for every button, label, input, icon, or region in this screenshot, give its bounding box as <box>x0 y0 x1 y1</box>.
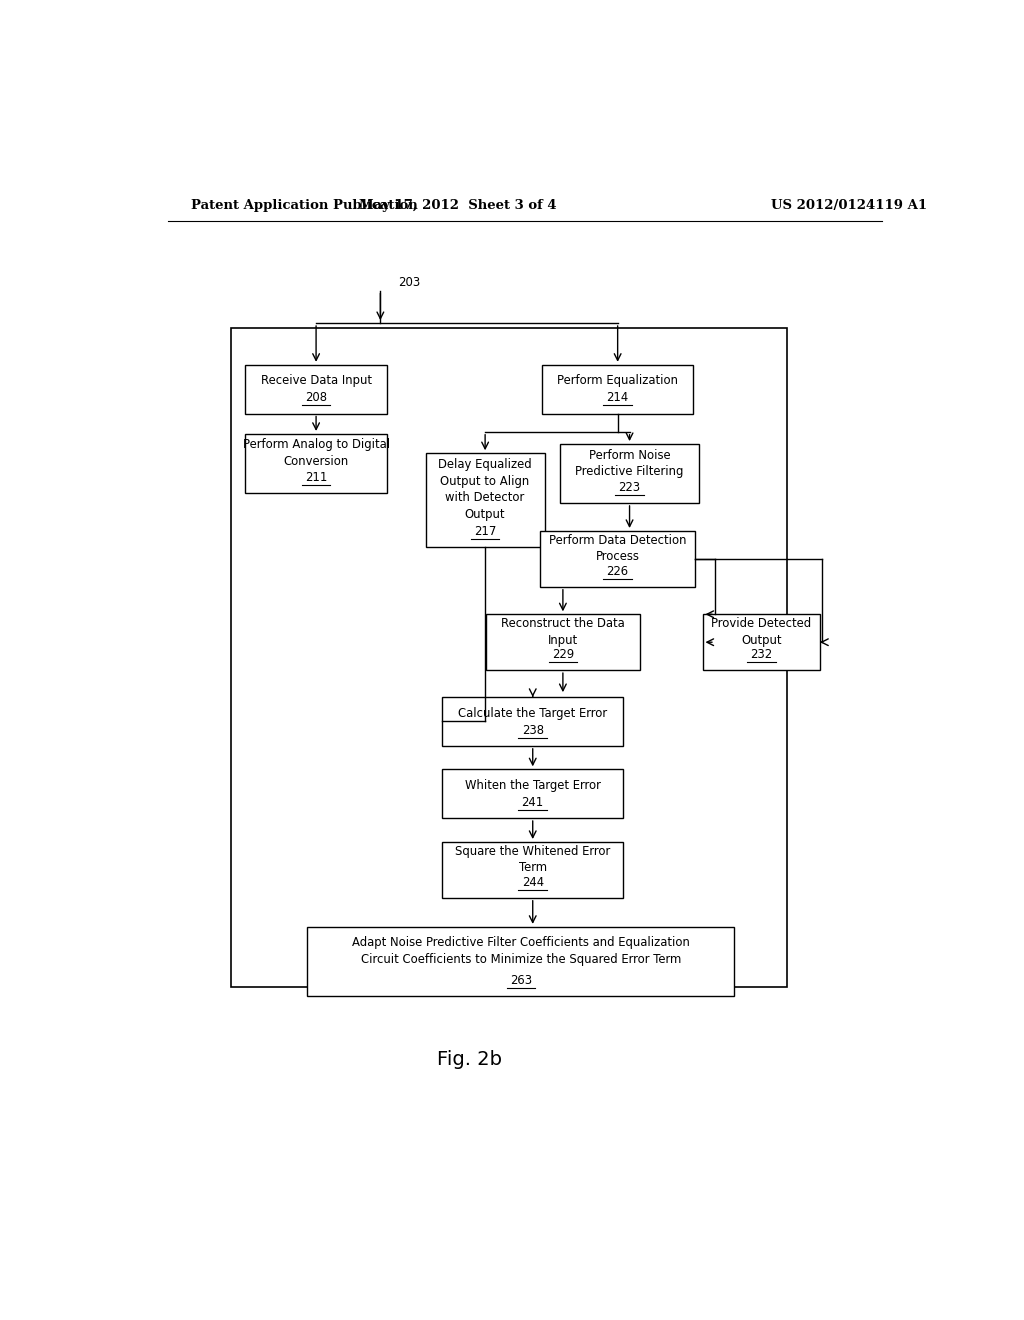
Bar <box>702 614 820 671</box>
Text: Delay Equalized
Output to Align
with Detector
Output: Delay Equalized Output to Align with Det… <box>438 458 531 521</box>
Text: Receive Data Input: Receive Data Input <box>260 375 372 388</box>
Text: US 2012/0124119 A1: US 2012/0124119 A1 <box>771 198 927 211</box>
Text: Perform Data Detection
Process: Perform Data Detection Process <box>549 535 686 564</box>
Bar <box>442 697 624 746</box>
Bar <box>442 842 624 898</box>
Text: Perform Noise
Predictive Filtering: Perform Noise Predictive Filtering <box>575 449 684 478</box>
Text: 203: 203 <box>397 276 420 289</box>
Text: Perform Analog to Digital
Conversion: Perform Analog to Digital Conversion <box>243 438 390 467</box>
Text: 214: 214 <box>606 391 629 404</box>
Text: Perform Equalization: Perform Equalization <box>557 375 678 388</box>
Text: May 17, 2012  Sheet 3 of 4: May 17, 2012 Sheet 3 of 4 <box>358 198 556 211</box>
Bar <box>307 927 734 995</box>
Text: 244: 244 <box>521 875 544 888</box>
Text: 238: 238 <box>522 723 544 737</box>
Text: 241: 241 <box>521 796 544 809</box>
Bar <box>543 364 693 413</box>
Text: Reconstruct the Data
Input: Reconstruct the Data Input <box>501 618 625 647</box>
Text: 217: 217 <box>474 524 497 537</box>
Text: 263: 263 <box>510 974 531 987</box>
Bar <box>560 444 699 503</box>
Text: 226: 226 <box>606 565 629 578</box>
Text: 229: 229 <box>552 648 574 661</box>
Text: Calculate the Target Error: Calculate the Target Error <box>458 706 607 719</box>
Bar <box>426 453 545 546</box>
Text: Provide Detected
Output: Provide Detected Output <box>712 618 811 647</box>
Text: Adapt Noise Predictive Filter Coefficients and Equalization
Circuit Coefficients: Adapt Noise Predictive Filter Coefficien… <box>352 936 690 966</box>
Text: 232: 232 <box>751 648 772 661</box>
Bar <box>246 364 387 413</box>
Text: Patent Application Publication: Patent Application Publication <box>191 198 418 211</box>
Text: Square the Whitened Error
Term: Square the Whitened Error Term <box>455 845 610 874</box>
Bar <box>541 531 695 587</box>
Bar <box>442 770 624 818</box>
Text: Fig. 2b: Fig. 2b <box>437 1051 502 1069</box>
Text: 211: 211 <box>305 471 328 483</box>
Text: 208: 208 <box>305 391 327 404</box>
Bar <box>246 434 387 492</box>
Bar <box>231 329 786 987</box>
Text: 223: 223 <box>618 480 641 494</box>
Text: Whiten the Target Error: Whiten the Target Error <box>465 779 601 792</box>
Bar <box>485 614 640 671</box>
